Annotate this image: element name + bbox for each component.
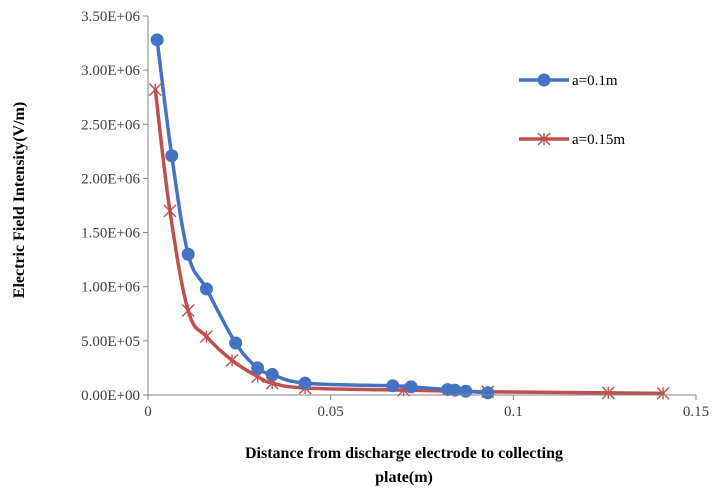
y-tick-label: 5.00E+05 [81,334,140,350]
data-point-a-0-1m [150,33,164,47]
data-point-a-0-1m [481,386,495,400]
x-axis-title-line-1: Distance from discharge electrode to col… [245,445,563,462]
y-tick-label: 2.50E+06 [81,117,140,133]
y-tick-label: 1.00E+06 [81,280,140,296]
data-point-a-0-15m [199,330,213,344]
legend-marker-a-0-1m [537,73,551,87]
data-point-a-0-15m [148,83,162,97]
data-point-a-0-1m [265,367,279,381]
data-point-a-0-1m [448,383,462,397]
x-tick-label: 0.05 [318,404,344,420]
x-tick-label: 0.15 [683,404,709,420]
data-point-a-0-1m [181,247,195,261]
y-tick-label: 0.00E+00 [81,388,140,404]
x-axis-title-line-2: plate(m) [375,469,433,486]
data-point-a-0-15m [225,353,239,367]
data-point-a-0-1m [459,384,473,398]
data-point-a-0-1m [199,282,213,296]
data-point-a-0-1m [404,380,418,394]
data-point-a-0-1m [386,379,400,393]
y-tick-label: 3.00E+06 [81,63,140,79]
legend-label-a-0-15m: a=0.15m [572,132,625,148]
axes: 0.00E+00 5.00E+05 1.00E+06 1.50E+06 2.00E+06… [81,9,709,420]
data-point-a-0-15m [601,386,615,400]
y-tick-label: 1.50E+06 [81,226,140,242]
legend-label-a-0-1m: a=0.1m [572,73,618,89]
data-point-a-0-1m [298,376,312,390]
y-tick-label: 3.50E+06 [81,9,140,25]
data-point-a-0-15m [656,386,670,400]
x-tick-label: 0.1 [504,404,523,420]
data-point-a-0-15m [181,304,195,318]
data-point-a-0-1m [165,149,179,163]
y-axis-title: Electric Field Intensity(V/m) [11,102,28,298]
data-point-a-0-1m [251,361,265,375]
y-tick-label: 2.00E+06 [81,171,140,187]
data-point-a-0-1m [229,336,243,350]
x-tick-label: 0 [144,404,152,420]
data-point-a-0-15m [163,204,177,218]
legend-marker-a-0-15m [537,132,551,146]
legend: a=0.1m a=0.15m [519,73,625,148]
series-line-a-0-15m [153,87,665,396]
plot-area [148,33,670,400]
